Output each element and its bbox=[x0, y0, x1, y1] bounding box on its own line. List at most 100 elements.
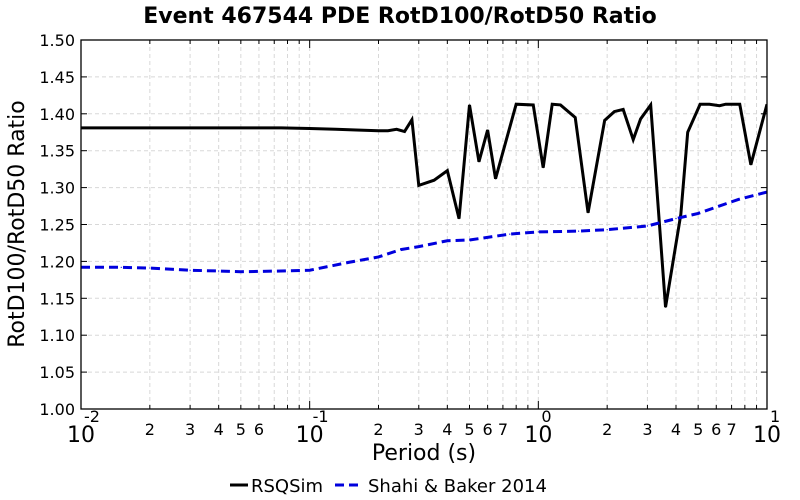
series-rsqsim bbox=[81, 100, 767, 308]
data-point bbox=[418, 184, 420, 186]
grid bbox=[81, 39, 767, 410]
x-minor-tick-label: 4 bbox=[214, 420, 224, 439]
data-point bbox=[309, 269, 311, 271]
data-point bbox=[218, 270, 220, 272]
data-point bbox=[411, 119, 413, 121]
data-point bbox=[632, 139, 634, 141]
data-point bbox=[403, 130, 406, 133]
data-point bbox=[639, 118, 642, 120]
y-tick-label: 1.40 bbox=[39, 105, 75, 124]
data-point bbox=[606, 229, 608, 231]
series-shahi-baker-2014 bbox=[81, 190, 767, 274]
data-point bbox=[468, 104, 471, 106]
data-point bbox=[487, 129, 489, 131]
legend-label: Shahi & Baker 2014 bbox=[368, 476, 547, 497]
x-minor-tick-label: 3 bbox=[414, 420, 424, 439]
data-point bbox=[675, 218, 677, 220]
data-point bbox=[149, 127, 151, 129]
data-point bbox=[396, 128, 398, 130]
data-point bbox=[537, 231, 539, 233]
data-point bbox=[650, 104, 652, 106]
data-point bbox=[240, 127, 242, 129]
data-point bbox=[725, 103, 727, 105]
data-point bbox=[578, 230, 580, 232]
x-minor-tick-label: 6 bbox=[254, 420, 264, 439]
x-major-tick-label: 10 bbox=[753, 423, 781, 448]
data-point bbox=[387, 130, 389, 132]
y-tick-label: 1.35 bbox=[39, 142, 75, 161]
x-minor-tick-label: 7 bbox=[726, 420, 736, 439]
series-line bbox=[81, 190, 767, 274]
x-minor-tick-label: 5 bbox=[464, 420, 474, 439]
x-minor-tick-label: 7 bbox=[498, 420, 508, 439]
data-point bbox=[737, 198, 740, 201]
data-point bbox=[664, 306, 667, 308]
y-tick-label: 1.00 bbox=[39, 400, 75, 419]
x-minor-tick-label: 4 bbox=[671, 420, 681, 439]
data-point bbox=[458, 218, 460, 220]
y-tick-label: 1.30 bbox=[39, 179, 75, 198]
data-point bbox=[258, 127, 260, 129]
x-axis-label: Period (s) bbox=[372, 441, 476, 466]
x-minor-tick-label: 3 bbox=[185, 420, 195, 439]
y-tick-label: 1.45 bbox=[39, 68, 75, 87]
y-tick-label: 1.05 bbox=[39, 363, 75, 382]
y-tick-label: 1.50 bbox=[39, 31, 75, 50]
axis-ticks: 1.00 1.05 1.10 1.15 1.20 1.25 1.30 1.35 1.40 1.45… bbox=[39, 31, 781, 448]
data-point bbox=[377, 130, 380, 132]
data-point bbox=[280, 270, 282, 272]
x-minor-tick-label: 5 bbox=[693, 420, 703, 439]
data-point bbox=[708, 103, 711, 105]
data-point bbox=[468, 239, 471, 241]
y-tick-label: 1.10 bbox=[39, 326, 75, 345]
data-point bbox=[542, 167, 544, 169]
data-point bbox=[400, 248, 402, 251]
data-point bbox=[646, 225, 649, 227]
x-major-tick-label: 10 bbox=[296, 423, 324, 448]
data-point bbox=[680, 213, 682, 215]
data-point bbox=[189, 127, 191, 129]
y-tick-label: 1.25 bbox=[39, 216, 75, 235]
series-layer bbox=[81, 100, 767, 308]
data-point bbox=[309, 127, 311, 130]
data-point bbox=[739, 103, 741, 105]
data-point bbox=[587, 212, 589, 214]
x-minor-tick-label: 4 bbox=[442, 420, 452, 439]
data-point bbox=[613, 110, 615, 113]
data-point bbox=[699, 103, 701, 105]
x-minor-tick-label: 6 bbox=[711, 420, 721, 439]
legend: RSQSim Shahi & Baker 2014 bbox=[230, 476, 547, 497]
data-point bbox=[718, 105, 721, 107]
data-point bbox=[697, 212, 699, 215]
data-point bbox=[604, 119, 606, 122]
x-major-tick-exponent: 1 bbox=[770, 407, 780, 426]
chart-title: Event 467544 PDE RotD100/RotD50 Ratio bbox=[143, 4, 657, 29]
y-tick-label: 1.20 bbox=[39, 252, 75, 271]
data-point bbox=[494, 178, 497, 180]
data-point bbox=[120, 266, 122, 268]
data-point bbox=[377, 256, 380, 258]
data-point bbox=[532, 104, 534, 106]
data-point bbox=[280, 127, 282, 129]
data-point bbox=[559, 104, 562, 106]
x-minor-tick-label: 2 bbox=[373, 420, 383, 439]
data-point bbox=[335, 128, 337, 130]
data-point bbox=[574, 116, 576, 119]
y-tick-label: 1.15 bbox=[39, 289, 75, 308]
data-point bbox=[687, 131, 689, 133]
data-point bbox=[433, 179, 435, 181]
x-major-tick-exponent: -1 bbox=[313, 407, 329, 426]
data-point bbox=[418, 246, 420, 248]
x-major-tick-label: 10 bbox=[524, 423, 552, 448]
x-minor-tick-label: 2 bbox=[602, 420, 612, 439]
data-point bbox=[240, 271, 242, 273]
data-point bbox=[750, 164, 752, 166]
y-axis-label: RotD100/RotD50 Ratio bbox=[5, 100, 30, 348]
data-point bbox=[149, 267, 151, 269]
data-point bbox=[218, 127, 220, 129]
x-minor-tick-label: 3 bbox=[642, 420, 652, 439]
legend-label: RSQSim bbox=[251, 476, 323, 497]
data-point bbox=[515, 103, 517, 105]
x-minor-tick-label: 6 bbox=[483, 420, 493, 439]
